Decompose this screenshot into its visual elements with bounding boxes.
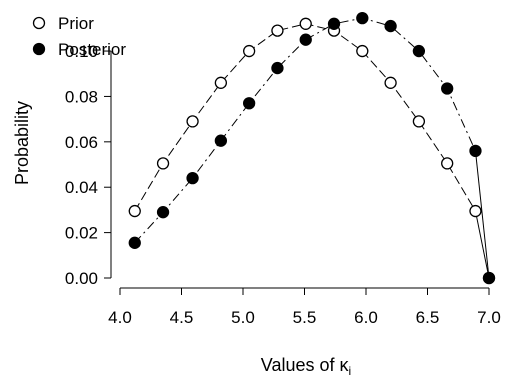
- prior-point-1: [156, 157, 170, 170]
- y-tick-label-2: 0.04: [65, 178, 98, 197]
- prior-point-6: [299, 17, 312, 30]
- y-tick-label-0: 0.00: [65, 269, 98, 288]
- prior-point-4: [242, 44, 256, 58]
- prior-point-2: [186, 115, 199, 128]
- x-tick-label-1: 4.5: [170, 308, 194, 327]
- posterior-point-7: [327, 17, 341, 30]
- posterior-point-10: [412, 44, 426, 58]
- posterior-point-12: [469, 144, 482, 158]
- posterior-point-1: [156, 206, 170, 219]
- posterior-point-5: [271, 61, 284, 75]
- series-layer: [128, 11, 496, 285]
- x-tick-label-5: 6.5: [416, 308, 440, 327]
- prior-point-10: [412, 115, 426, 128]
- legend-label-posterior: Posterior: [58, 40, 126, 59]
- posterior-point-0: [128, 236, 141, 249]
- x-axis-title: Values of κi: [261, 355, 351, 378]
- prior-point-11: [441, 157, 454, 170]
- y-ticks: 0.00 0.02 0.04 0.06 0.08 0.10: [65, 42, 111, 288]
- x-tick-label-4: 6.0: [354, 308, 378, 327]
- prior-point-3: [214, 76, 228, 89]
- posterior-point-3: [214, 134, 228, 147]
- y-tick-label-5: 0.10: [65, 42, 98, 61]
- x-axis-title-main: Values of κ: [261, 355, 350, 375]
- x-ticks: 4.0 4.5 5.0 5.5 6.0 6.5 7.0: [108, 288, 501, 327]
- posterior-point-4: [242, 97, 256, 110]
- legend-label-prior: Prior: [58, 14, 94, 33]
- series-end-segment-posterior: [474, 150, 490, 279]
- prior-point-5: [271, 24, 284, 37]
- series-end-segment-prior: [474, 210, 490, 279]
- posterior-point-9: [384, 19, 397, 33]
- prior-point-0: [128, 204, 141, 218]
- legend-marker-prior: [32, 16, 46, 30]
- posterior-point-2: [186, 171, 199, 185]
- posterior-point-8: [356, 11, 369, 25]
- x-tick-label-6: 7.0: [477, 308, 501, 327]
- prior-point-12: [469, 204, 482, 218]
- y-axis-title: Probability: [12, 101, 32, 185]
- legend-marker-posterior: [32, 42, 46, 56]
- x-axis-title-subscript: i: [349, 364, 352, 378]
- y-tick-label-3: 0.06: [65, 133, 98, 152]
- prior-point-9: [384, 76, 397, 89]
- axes: [110, 51, 489, 289]
- posterior-point-11: [441, 82, 454, 95]
- x-tick-label-2: 5.0: [231, 308, 255, 327]
- legend: Prior Posterior: [32, 14, 126, 59]
- x-tick-label-3: 5.5: [293, 308, 317, 327]
- y-tick-label-1: 0.02: [65, 224, 98, 243]
- x-tick-label-0: 4.0: [108, 308, 132, 327]
- posterior-point-6: [299, 33, 312, 46]
- posterior-point-13: [482, 271, 496, 285]
- prior-point-8: [356, 44, 369, 58]
- y-tick-label-4: 0.08: [65, 87, 98, 106]
